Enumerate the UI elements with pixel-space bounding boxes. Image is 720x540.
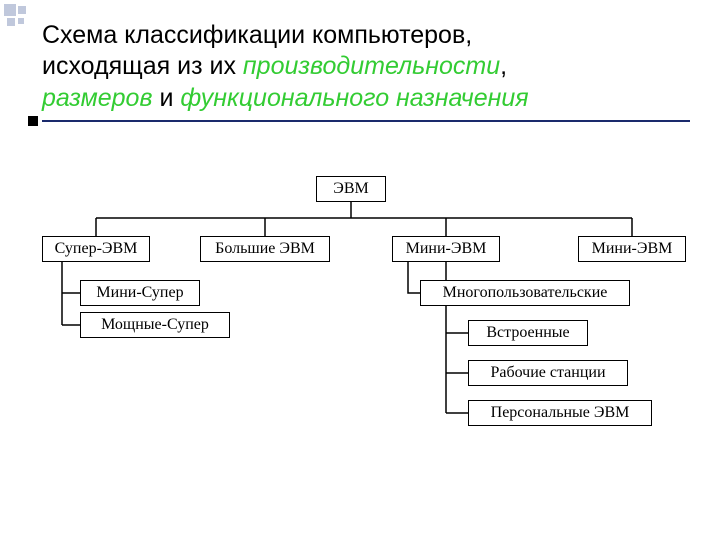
node-root: ЭВМ: [316, 176, 386, 202]
node-embed: Встроенные: [468, 320, 588, 346]
node-multi: Многопользовательские: [420, 280, 630, 306]
node-mini: Мини-ЭВМ: [392, 236, 500, 262]
diagram-connectors: [0, 0, 720, 540]
node-super: Супер-ЭВМ: [42, 236, 150, 262]
node-micro: Мини-ЭВМ: [578, 236, 686, 262]
node-msup: Мини-Супер: [80, 280, 200, 306]
node-work: Рабочие станции: [468, 360, 628, 386]
node-big: Большие ЭВМ: [200, 236, 330, 262]
node-pers: Персональные ЭВМ: [468, 400, 652, 426]
classification-diagram: ЭВМ Супер-ЭВМ Большие ЭВМ Мини-ЭВМ Мини-ЭВМ М…: [0, 0, 720, 540]
node-psup: Мощные-Супер: [80, 312, 230, 338]
